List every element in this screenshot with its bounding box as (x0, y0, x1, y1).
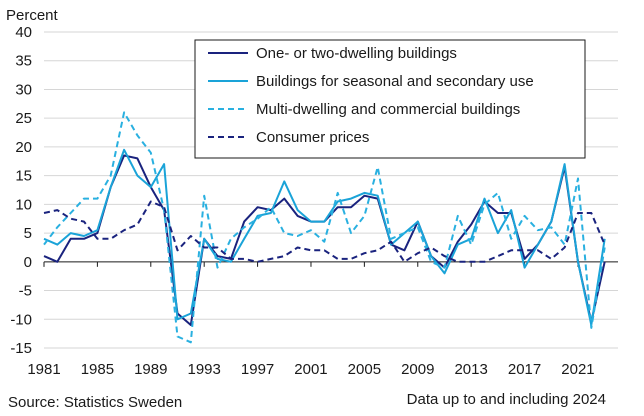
y-tick-label: -5 (19, 283, 32, 300)
x-tick-label: 2013 (454, 361, 487, 378)
legend-label: Buildings for seasonal and secondary use (256, 73, 534, 90)
y-axis-tick-labels: -15 -10 -5 0 5 10 15 20 25 30 35 40 (10, 24, 32, 357)
series-line-2 (43, 148, 606, 326)
y-axis-label: Percent (6, 7, 59, 24)
series-line-4 (43, 200, 606, 263)
x-tick-label: 1997 (241, 361, 274, 378)
series-line-3 (43, 111, 606, 344)
x-tick-label: 1985 (81, 361, 114, 378)
y-tick-label: 0 (24, 254, 32, 271)
y-tick-label: 5 (24, 225, 32, 242)
x-tick-label: 2017 (508, 361, 541, 378)
x-tick-label: 1989 (134, 361, 167, 378)
y-tick-label: 20 (15, 139, 32, 156)
x-axis-tick-labels: 1981 1985 1989 1993 1997 2001 2005 2009 2013 2017… (27, 361, 594, 378)
x-axis (43, 261, 618, 267)
x-tick-label: 2001 (294, 361, 327, 378)
y-tick-label: 10 (15, 196, 32, 213)
y-tick-label: 35 (15, 53, 32, 70)
y-tick-label: -15 (10, 340, 32, 357)
source-note: Source: Statistics Sweden (8, 394, 183, 411)
legend-box (194, 39, 586, 159)
x-tick-label: 1981 (27, 361, 60, 378)
x-tick-label: 2005 (348, 361, 381, 378)
data-note: Data up to and including 2024 (406, 391, 606, 408)
x-tick-label: 1993 (187, 361, 220, 378)
y-tick-label: 40 (15, 24, 32, 41)
x-tick-label: 2021 (561, 361, 594, 378)
legend-label: One- or two-dwelling buildings (256, 45, 457, 62)
y-tick-label: 25 (15, 110, 32, 127)
y-tick-label: -10 (10, 311, 32, 328)
legend: One- or two-dwelling buildings Buildings … (194, 39, 586, 159)
legend-label: Multi-dwelling and commercial buildings (256, 101, 520, 118)
y-tick-label: 30 (15, 81, 32, 98)
series-lines (43, 111, 606, 344)
y-tick-label: 15 (15, 168, 32, 185)
x-tick-label: 2009 (401, 361, 434, 378)
legend-label: Consumer prices (256, 129, 369, 146)
